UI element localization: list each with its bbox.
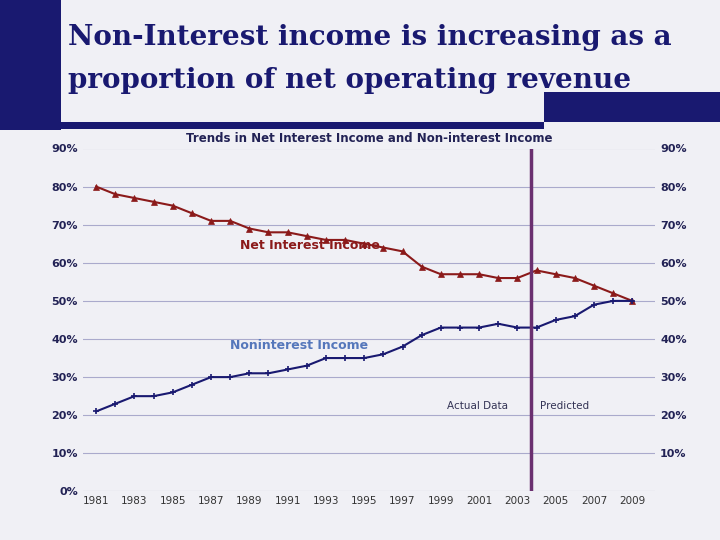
Text: Predicted: Predicted xyxy=(540,401,590,411)
Text: Actual Data: Actual Data xyxy=(447,401,508,411)
Title: Trends in Net Interest Income and Non-interest Income: Trends in Net Interest Income and Non-in… xyxy=(186,132,552,145)
Text: Net Interest Income: Net Interest Income xyxy=(240,239,379,253)
Text: Noninterest Income: Noninterest Income xyxy=(230,339,369,352)
Text: Non-Interest income is increasing as a: Non-Interest income is increasing as a xyxy=(68,24,672,51)
Text: proportion of net operating revenue: proportion of net operating revenue xyxy=(68,68,631,94)
